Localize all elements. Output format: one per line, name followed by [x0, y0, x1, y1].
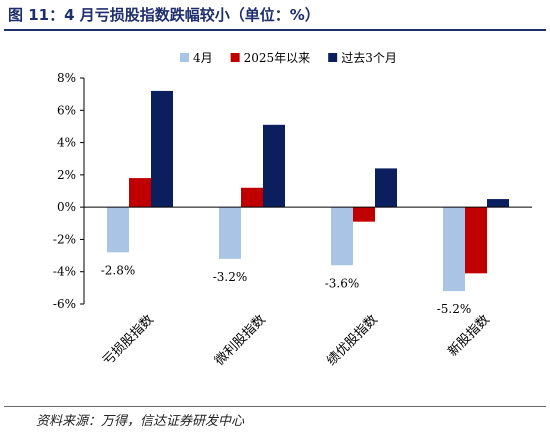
data-label: -3.2% — [213, 270, 248, 284]
y-tick-label: 6% — [57, 103, 76, 117]
bar-3-1 — [151, 90, 173, 208]
category-label: 绩优股指数 — [324, 312, 381, 369]
y-tick-label: 0% — [57, 200, 76, 214]
title-divider — [4, 29, 546, 31]
legend-swatch — [230, 53, 240, 62]
bar-3-2 — [263, 124, 285, 208]
category-label: 微利股指数 — [212, 312, 269, 369]
bar-2-1 — [129, 178, 151, 208]
bar-1-1 — [107, 207, 129, 253]
bar-1-2 — [219, 207, 241, 259]
category-label: 亏损股指数 — [100, 312, 157, 369]
bar-3-4 — [487, 199, 509, 208]
title-bar: 图 11：4 月亏损股指数跌幅较小（单位：%） — [0, 0, 550, 31]
bar-2-4 — [465, 207, 487, 274]
y-tick-label: 4% — [57, 136, 76, 150]
legend-label: 4月 — [193, 51, 213, 65]
source-note: 资料来源：万得，信达证券研发中心 — [36, 414, 245, 429]
y-tick-label: -2% — [53, 232, 76, 246]
source-divider — [4, 406, 546, 407]
figure-title: 图 11：4 月亏损股指数跌幅较小（单位：%） — [8, 6, 320, 24]
legend-label: 过去3个月 — [341, 51, 397, 65]
data-label: -3.6% — [325, 276, 360, 290]
category-label: 新股指数 — [445, 312, 493, 360]
bar-3-3 — [375, 168, 397, 208]
y-tick-label: -6% — [53, 297, 76, 311]
bar-1-4 — [443, 207, 465, 292]
legend-swatch — [180, 53, 189, 62]
bar-2-2 — [241, 187, 263, 208]
legend-label: 2025年以来 — [244, 51, 311, 65]
y-tick-label: 2% — [57, 168, 76, 182]
legend-swatch — [328, 53, 338, 62]
y-tick-label: 8% — [57, 71, 76, 85]
data-label: -5.2% — [437, 302, 472, 316]
bar-1-3 — [331, 207, 353, 266]
data-label: -2.8% — [101, 263, 136, 277]
y-tick-label: -4% — [53, 265, 76, 279]
bar-2-3 — [353, 207, 375, 222]
